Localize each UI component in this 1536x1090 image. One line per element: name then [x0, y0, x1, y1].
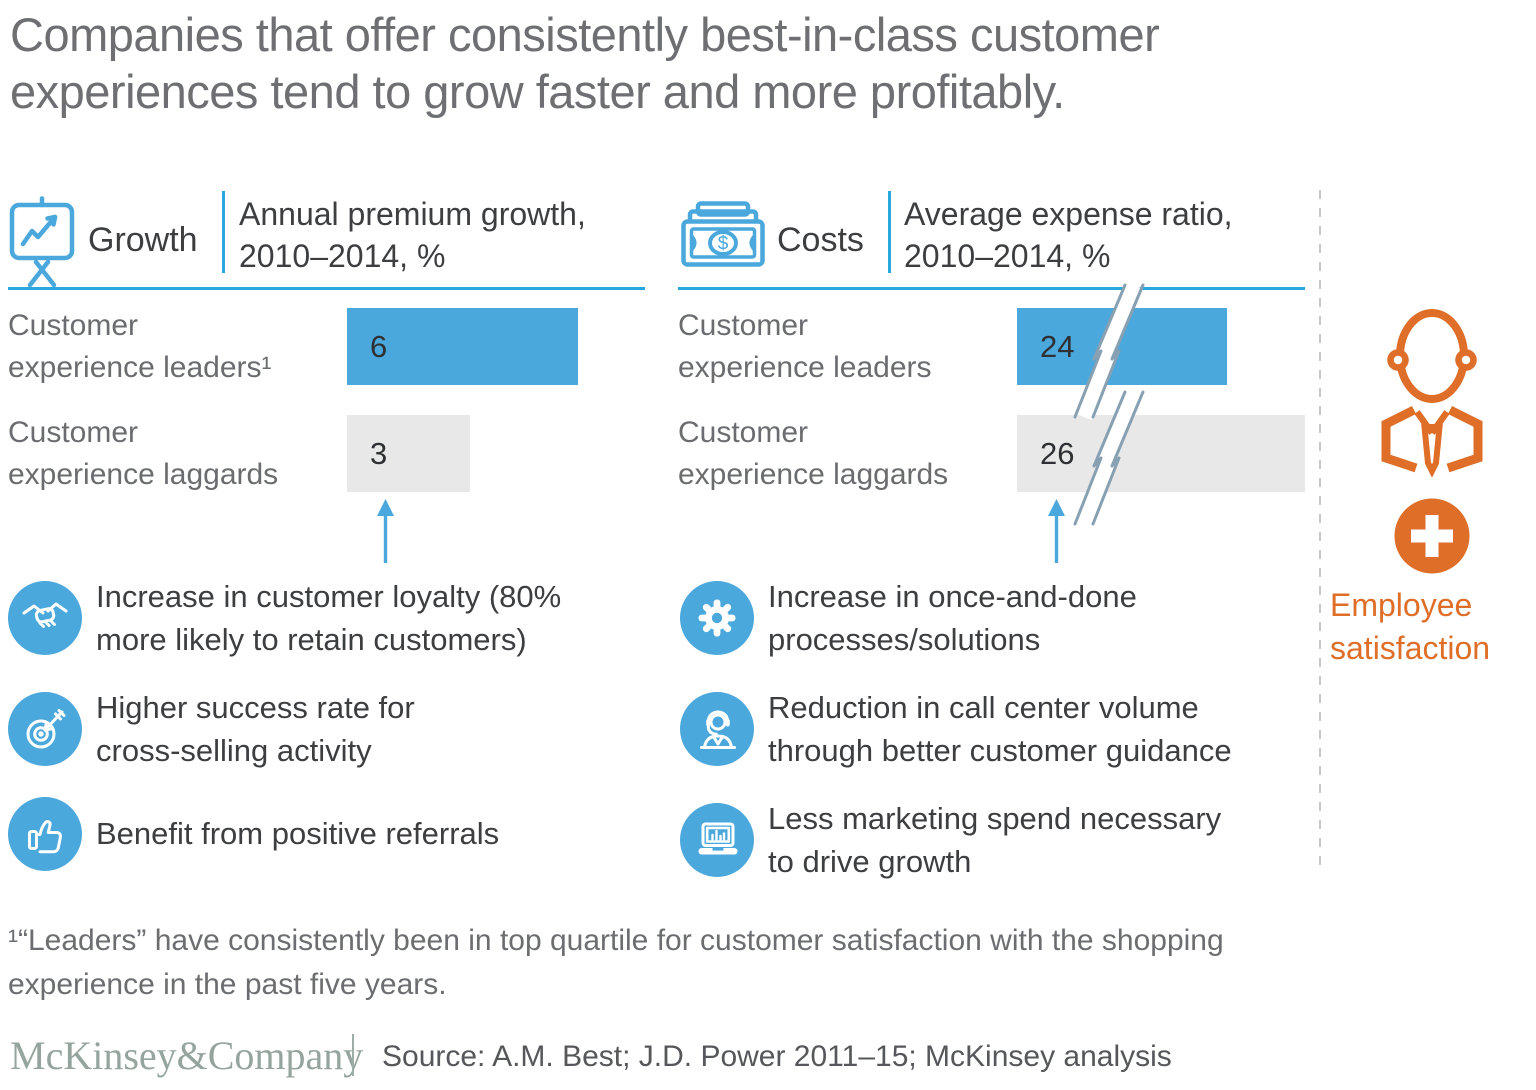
growth-bullet-loyalty: Increase in customer loyalty (80% more l… — [8, 575, 561, 662]
bullet-text: Reduction in call center volume through … — [768, 690, 1232, 769]
growth-leaders-label: Customer experience leaders¹ — [8, 309, 272, 384]
exhibit-title: Companies that offer consistently best-i… — [10, 8, 1160, 119]
bullet-text: Higher success rate for cross-selling ac… — [96, 690, 415, 769]
growth-header-divider — [222, 191, 225, 273]
source-line: Source: A.M. Best; J.D. Power 2011–15; M… — [382, 1040, 1172, 1073]
employee-satisfaction-label: Employee satisfaction — [1330, 587, 1491, 667]
costs-laggards-value: 26 — [1040, 435, 1075, 471]
growth-bullet-cross-selling: Higher success rate for cross-selling ac… — [8, 686, 415, 773]
growth-section-label: Growth — [88, 221, 198, 259]
costs-leaders-value: 24 — [1040, 328, 1075, 364]
businessperson-icon — [1381, 309, 1483, 478]
handshake-icon — [8, 581, 82, 656]
costs-bullet-once-and-done: Increase in once-and-done processes/solu… — [680, 575, 1137, 662]
section-divider-dashed — [1319, 190, 1321, 866]
up-arrow-icon — [1048, 499, 1065, 563]
plus-circle-icon — [1394, 498, 1470, 574]
costs-laggards-label: Customer experience laggards — [678, 416, 949, 491]
flipchart-trend-icon — [9, 196, 75, 288]
costs-bullet-marketing: Less marketing spend necessary to drive … — [680, 797, 1221, 884]
growth-laggards-bar: 3 — [347, 415, 470, 492]
costs-metric-title: Average expense ratio, 2010–2014, % — [904, 196, 1233, 274]
costs-laggards-bar: 26 — [1017, 415, 1305, 492]
growth-header-rule — [8, 287, 645, 290]
growth-bullet-referrals: Benefit from positive referrals — [8, 797, 499, 871]
footer-divider — [352, 1034, 354, 1076]
footnote: ¹“Leaders” have consistently been in top… — [8, 924, 1224, 1001]
bullet-text: Less marketing spend necessary to drive … — [768, 801, 1222, 880]
costs-leaders-label: Customer experience leaders — [678, 309, 932, 384]
banknotes-icon: $ — [681, 201, 765, 267]
growth-metric-title: Annual premium growth, 2010–2014, % — [239, 196, 586, 274]
bullet-text: Benefit from positive referrals — [96, 816, 500, 852]
target-arrow-icon — [8, 692, 82, 767]
costs-bullet-call-center: Reduction in call center volume through … — [680, 686, 1232, 773]
headset-agent-icon — [680, 692, 754, 767]
costs-header-rule — [678, 287, 1305, 290]
svg-text:$: $ — [718, 234, 729, 255]
growth-laggards-label: Customer experience laggards — [8, 416, 279, 491]
up-arrow-icon — [377, 499, 394, 563]
axis-break-mark — [1073, 388, 1145, 527]
laptop-chart-icon — [680, 803, 754, 878]
thumbs-up-icon — [8, 797, 82, 871]
bullet-text: Increase in once-and-done processes/solu… — [768, 579, 1137, 658]
growth-leaders-bar: 6 — [347, 308, 578, 385]
mckinsey-wordmark: McKinsey&Company — [10, 1033, 364, 1078]
costs-section-label: Costs — [777, 221, 864, 259]
growth-leaders-value: 6 — [370, 328, 388, 364]
costs-header-divider — [888, 191, 891, 273]
gear-icon — [680, 581, 754, 656]
growth-laggards-value: 3 — [370, 435, 388, 471]
axis-break-mark — [1073, 281, 1145, 420]
bullet-text: Increase in customer loyalty (80% more l… — [96, 579, 562, 658]
